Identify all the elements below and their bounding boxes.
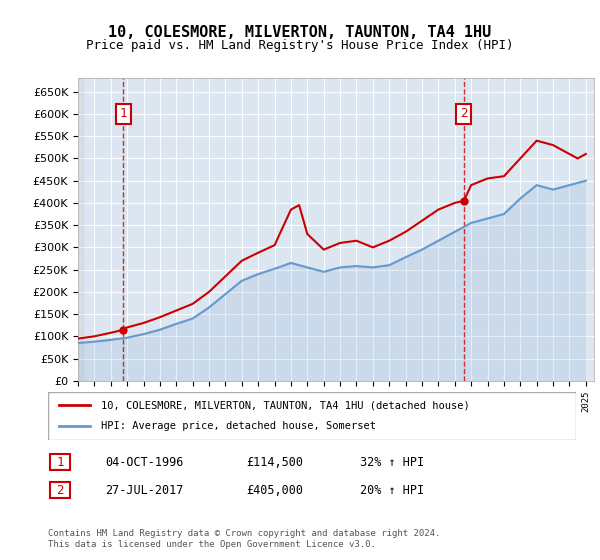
FancyBboxPatch shape bbox=[50, 482, 70, 498]
FancyBboxPatch shape bbox=[48, 392, 576, 440]
Bar bbox=[78, 78, 83, 381]
Text: 04-OCT-1996: 04-OCT-1996 bbox=[105, 455, 184, 469]
Text: 10, COLESMORE, MILVERTON, TAUNTON, TA4 1HU: 10, COLESMORE, MILVERTON, TAUNTON, TA4 1… bbox=[109, 25, 491, 40]
Text: 1: 1 bbox=[119, 108, 127, 120]
Text: 2: 2 bbox=[56, 484, 64, 497]
Text: HPI: Average price, detached house, Somerset: HPI: Average price, detached house, Some… bbox=[101, 421, 376, 431]
Text: Contains HM Land Registry data © Crown copyright and database right 2024.
This d: Contains HM Land Registry data © Crown c… bbox=[48, 529, 440, 549]
Text: 2: 2 bbox=[460, 108, 467, 120]
Text: 32% ↑ HPI: 32% ↑ HPI bbox=[360, 455, 424, 469]
Text: 27-JUL-2017: 27-JUL-2017 bbox=[105, 483, 184, 497]
Text: Price paid vs. HM Land Registry's House Price Index (HPI): Price paid vs. HM Land Registry's House … bbox=[86, 39, 514, 52]
Text: 20% ↑ HPI: 20% ↑ HPI bbox=[360, 483, 424, 497]
Text: 1: 1 bbox=[56, 456, 64, 469]
Text: £114,500: £114,500 bbox=[246, 455, 303, 469]
FancyBboxPatch shape bbox=[50, 455, 70, 470]
Text: £405,000: £405,000 bbox=[246, 483, 303, 497]
Text: 10, COLESMORE, MILVERTON, TAUNTON, TA4 1HU (detached house): 10, COLESMORE, MILVERTON, TAUNTON, TA4 1… bbox=[101, 400, 470, 410]
